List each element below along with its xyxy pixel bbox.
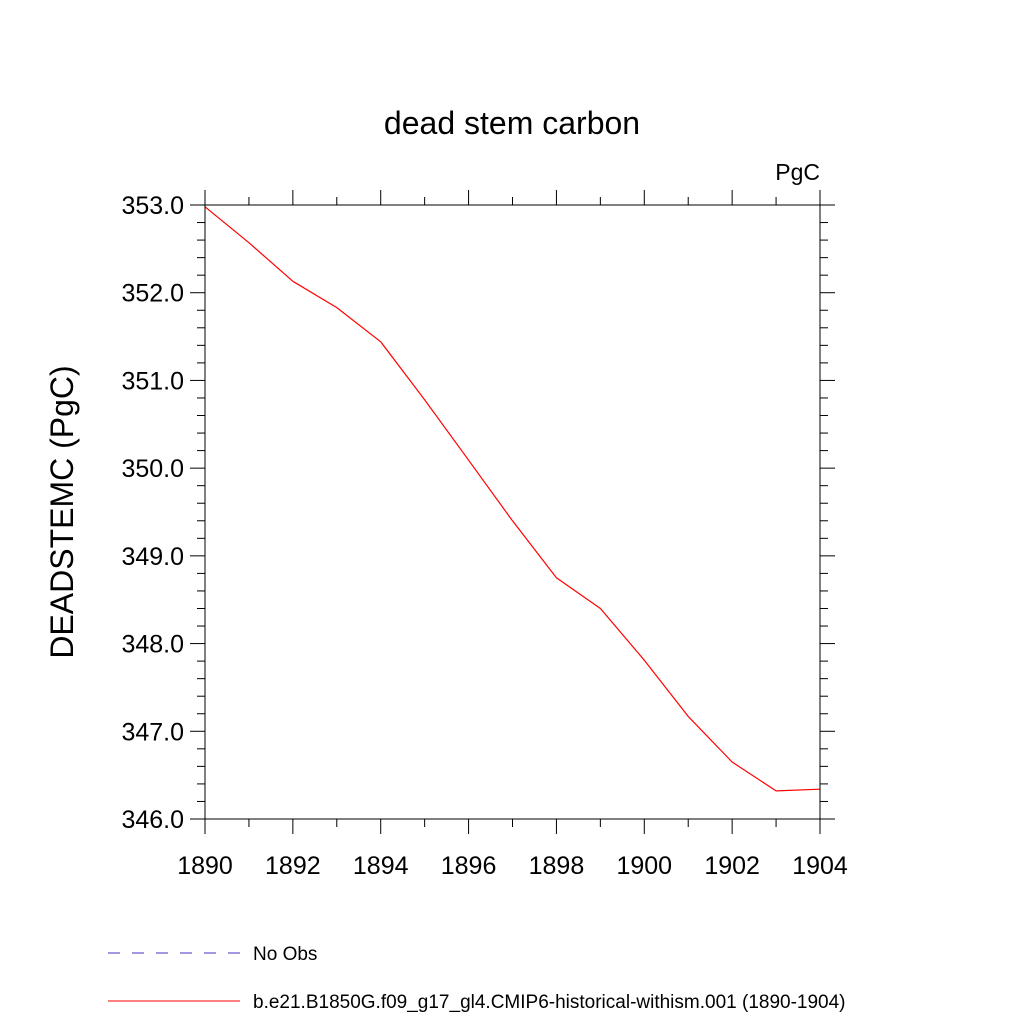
- y-tick-label: 346.0: [121, 806, 184, 834]
- y-tick-label: 353.0: [121, 192, 184, 220]
- x-tick-label: 1902: [704, 852, 760, 880]
- plot-frame: [204, 204, 821, 820]
- y-tick-label: 351.0: [121, 367, 184, 395]
- legend-label-model-run: b.e21.B1850G.f09_g17_gl4.CMIP6-historica…: [253, 992, 846, 1013]
- x-tick-labels: 1890 1892 1894 1896 1898 1900 1902 1904: [177, 852, 848, 880]
- units-label: PgC: [775, 159, 820, 185]
- x-tick-label: 1904: [792, 852, 848, 880]
- legend: No Obs b.e21.B1850G.f09_g17_gl4.CMIP6-hi…: [108, 944, 846, 1013]
- series-lines: [204, 206, 821, 792]
- legend-label-no-obs: No Obs: [253, 944, 317, 965]
- y-tick-label: 352.0: [121, 280, 184, 308]
- chart-title: dead stem carbon: [384, 105, 640, 141]
- y-tick-label: 347.0: [121, 718, 184, 746]
- x-tick-label: 1898: [529, 852, 585, 880]
- x-tick-label: 1892: [265, 852, 321, 880]
- y-tick-label: 348.0: [121, 631, 184, 659]
- series-line-0: [204, 206, 821, 792]
- x-tick-label: 1896: [441, 852, 497, 880]
- y-tick-label: 350.0: [121, 455, 184, 483]
- y-tick-labels: 346.0 347.0 348.0 349.0 350.0 351.0 352.0 353.0: [121, 192, 184, 834]
- y-axis-label: DEADSTEMC (PgC): [44, 365, 80, 658]
- axis-ticks: [190, 190, 835, 834]
- y-tick-label: 349.0: [121, 543, 184, 571]
- x-tick-label: 1890: [177, 852, 233, 880]
- x-tick-label: 1894: [353, 852, 409, 880]
- x-tick-label: 1900: [616, 852, 672, 880]
